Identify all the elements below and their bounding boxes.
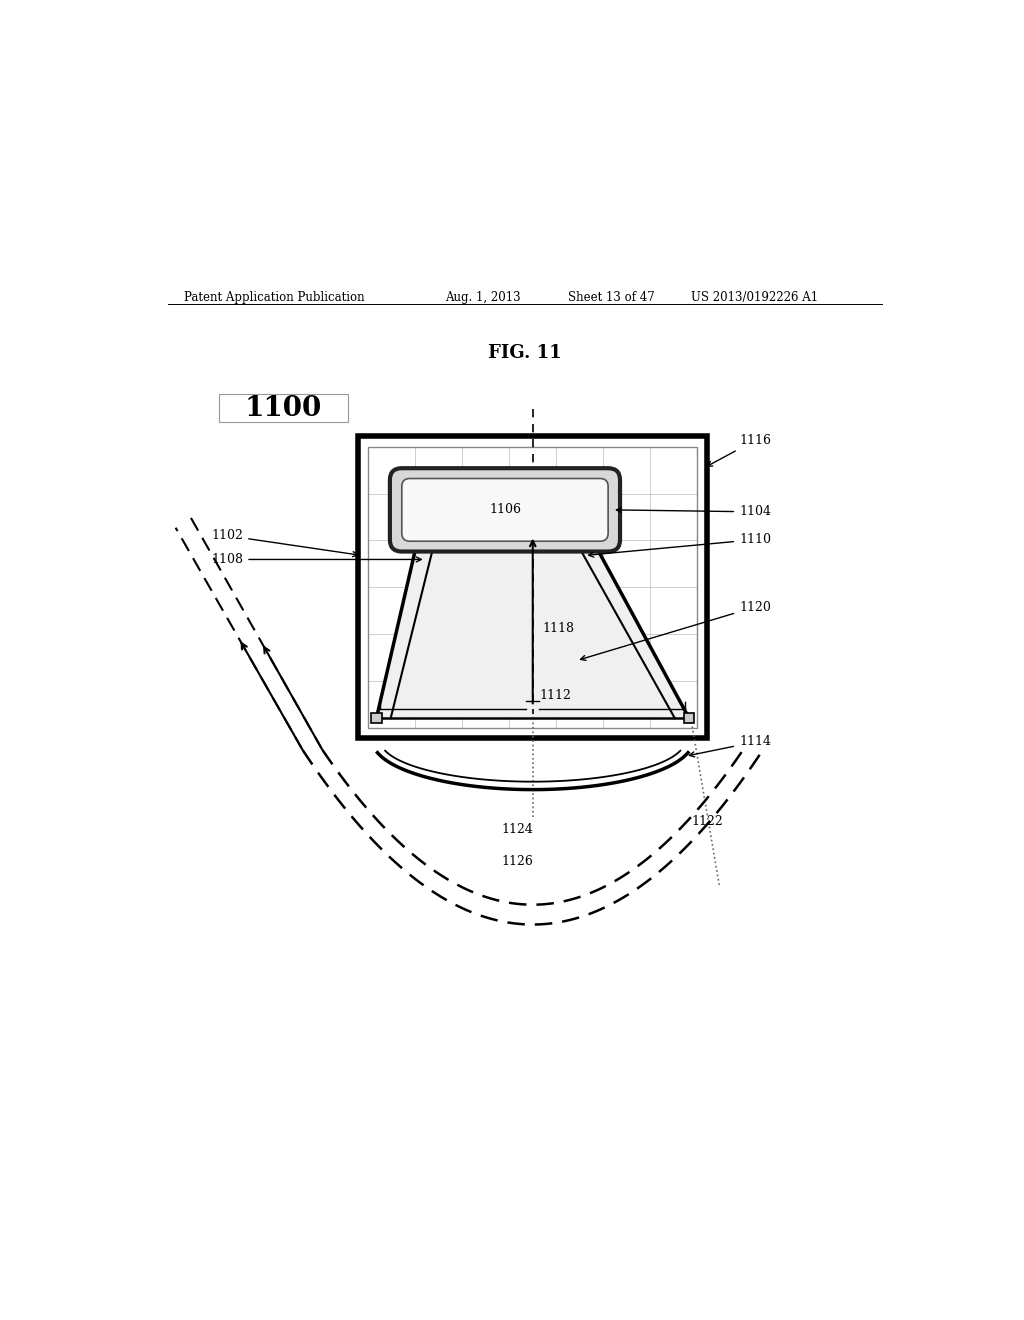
Text: 1112: 1112 <box>539 689 571 702</box>
Text: 1116: 1116 <box>708 434 771 466</box>
Text: 1120: 1120 <box>581 601 771 660</box>
Text: US 2013/0192226 A1: US 2013/0192226 A1 <box>691 292 818 304</box>
Text: Patent Application Publication: Patent Application Publication <box>183 292 365 304</box>
Bar <box>369 446 697 727</box>
Text: 1100: 1100 <box>244 395 322 422</box>
Text: 1114: 1114 <box>689 735 771 756</box>
Text: 1126: 1126 <box>501 854 532 867</box>
Text: 1118: 1118 <box>543 623 574 635</box>
Text: 1124: 1124 <box>501 822 532 836</box>
Text: 1110: 1110 <box>589 533 771 557</box>
Text: 1122: 1122 <box>691 814 723 828</box>
Text: Sheet 13 of 47: Sheet 13 of 47 <box>568 292 655 304</box>
Bar <box>372 713 382 723</box>
Text: Aug. 1, 2013: Aug. 1, 2013 <box>445 292 521 304</box>
Text: FIG. 11: FIG. 11 <box>488 345 561 362</box>
Bar <box>358 437 708 738</box>
Text: 1102: 1102 <box>211 529 357 557</box>
FancyBboxPatch shape <box>390 469 620 552</box>
Text: 1104: 1104 <box>616 506 771 519</box>
Text: 1106: 1106 <box>489 503 521 516</box>
Polygon shape <box>377 540 689 718</box>
FancyBboxPatch shape <box>401 479 608 541</box>
Bar <box>684 713 694 723</box>
Text: 1108: 1108 <box>211 553 421 566</box>
